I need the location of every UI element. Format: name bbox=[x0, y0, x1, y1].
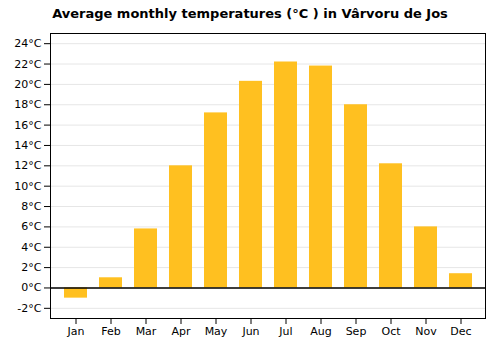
svg-text:20°C: 20°C bbox=[14, 78, 41, 91]
svg-text:14°C: 14°C bbox=[14, 139, 41, 152]
svg-text:Jun: Jun bbox=[241, 325, 259, 338]
html-text:Average monthly temperatures (: Average monthly temperatures (°C ) in Vâ… bbox=[52, 6, 448, 21]
svg-text:Sep: Sep bbox=[346, 325, 367, 338]
svg-text:-2°C: -2°C bbox=[17, 302, 41, 315]
svg-text:Mar: Mar bbox=[136, 325, 157, 338]
svg-text:Jan: Jan bbox=[67, 325, 85, 338]
svg-text:0°C: 0°C bbox=[21, 281, 41, 294]
svg-text:Jul: Jul bbox=[278, 325, 292, 338]
svg-text:Apr: Apr bbox=[171, 325, 191, 338]
svg-text:Nov: Nov bbox=[415, 325, 437, 338]
svg-text:Feb: Feb bbox=[101, 325, 120, 338]
svg-text:May: May bbox=[205, 325, 228, 338]
svg-text:18°C: 18°C bbox=[14, 98, 41, 111]
svg-text:2°C: 2°C bbox=[21, 261, 41, 274]
svg-text:16°C: 16°C bbox=[14, 119, 41, 132]
svg-text:10°C: 10°C bbox=[14, 180, 41, 193]
svg-text:Oct: Oct bbox=[381, 325, 401, 338]
svg-text:Aug: Aug bbox=[310, 325, 331, 338]
svg-text:12°C: 12°C bbox=[14, 159, 41, 172]
svg-text:4°C: 4°C bbox=[21, 241, 41, 254]
svg-text:6°C: 6°C bbox=[21, 220, 41, 233]
svg-text:Dec: Dec bbox=[450, 325, 471, 338]
svg-text:24°C: 24°C bbox=[14, 37, 41, 50]
svg-text:8°C: 8°C bbox=[21, 200, 41, 213]
svg-text:22°C: 22°C bbox=[14, 58, 41, 71]
